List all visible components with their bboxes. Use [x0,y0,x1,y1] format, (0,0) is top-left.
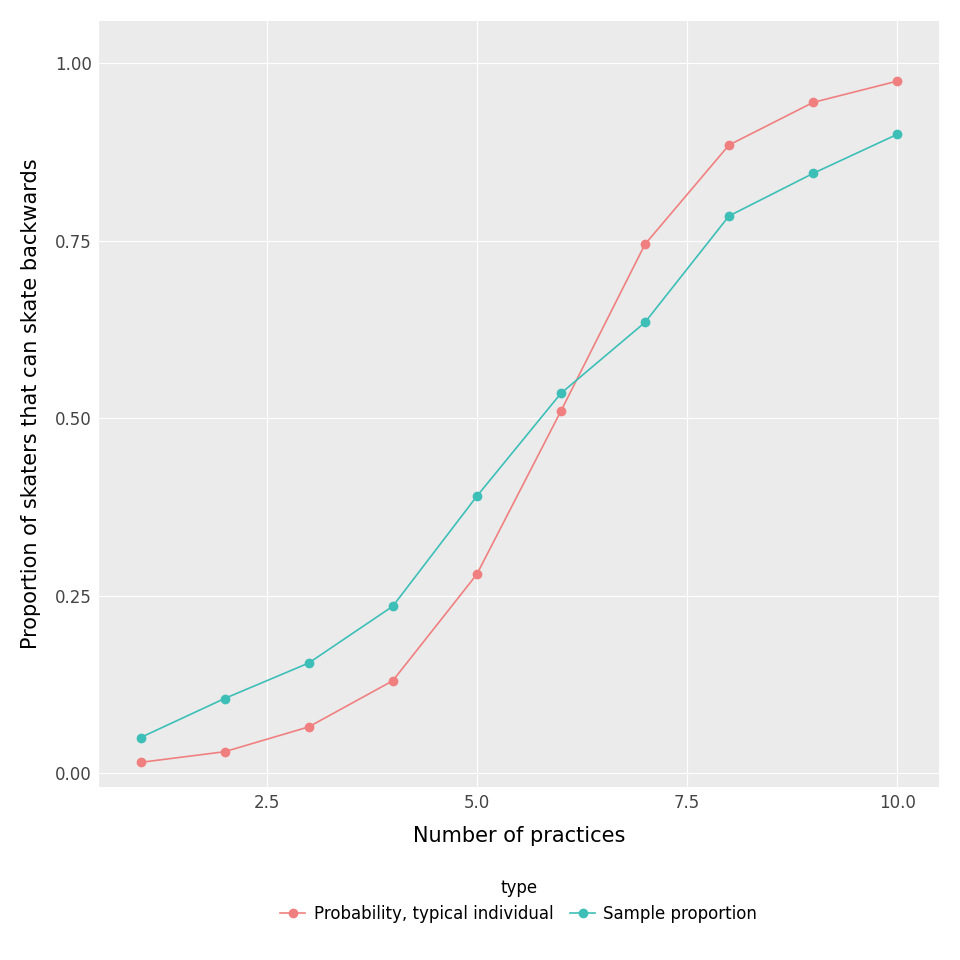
Legend: Probability, typical individual, Sample proportion: Probability, typical individual, Sample … [274,873,764,930]
Y-axis label: Proportion of skaters that can skate backwards: Proportion of skaters that can skate bac… [21,158,41,649]
X-axis label: Number of practices: Number of practices [413,826,625,846]
